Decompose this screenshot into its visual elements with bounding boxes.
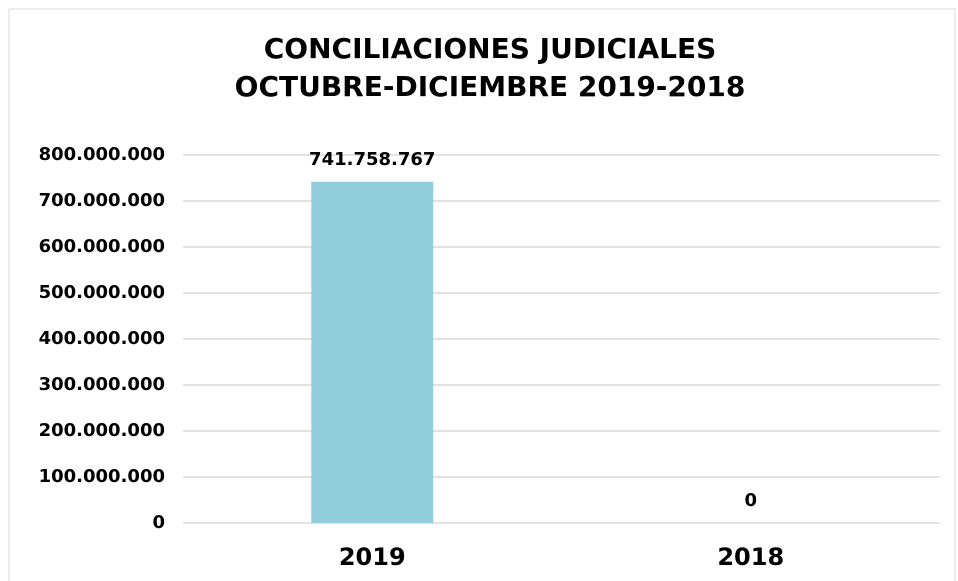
chart-border <box>8 8 956 581</box>
y-tick-label: 100.000.000 <box>39 466 165 487</box>
bar <box>311 181 434 524</box>
y-tick-label: 300.000.000 <box>39 374 165 395</box>
y-tick-label: 500.000.000 <box>39 282 165 303</box>
y-tick-label: 400.000.000 <box>39 328 165 349</box>
y-tick-label: 200.000.000 <box>39 420 165 441</box>
y-tick-label: 800.000.000 <box>39 144 165 165</box>
x-tick-label: 2019 <box>339 543 406 571</box>
x-tick-label: 2018 <box>717 543 784 571</box>
y-tick-label: 700.000.000 <box>39 190 165 211</box>
chart-title: CONCILIACIONES JUDICIALES <box>264 32 717 65</box>
y-tick-label: 600.000.000 <box>39 236 165 257</box>
value-label: 0 <box>744 490 757 511</box>
value-label: 741.758.767 <box>309 149 435 170</box>
chart-title: OCTUBRE-DICIEMBRE 2019-2018 <box>235 70 746 103</box>
y-tick-label: 0 <box>152 512 165 533</box>
